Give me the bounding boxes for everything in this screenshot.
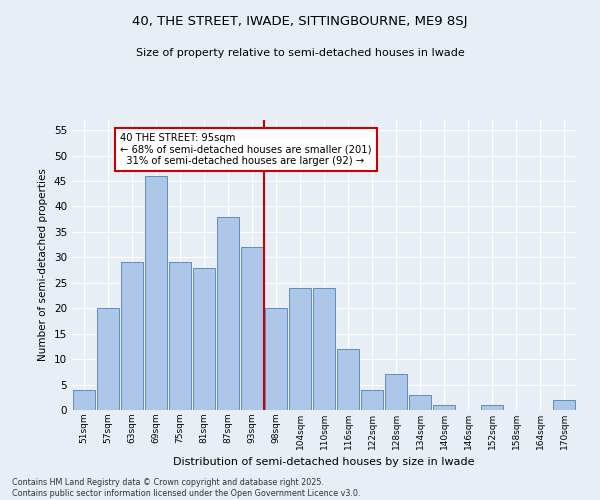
Bar (217, 216, 239, 410)
Bar (433, 405, 455, 410)
Bar (241, 247, 263, 410)
Bar (265, 308, 287, 410)
Bar (385, 374, 407, 410)
Text: Contains HM Land Registry data © Crown copyright and database right 2025.
Contai: Contains HM Land Registry data © Crown c… (12, 478, 361, 498)
Bar (145, 176, 167, 410)
Bar (337, 349, 359, 410)
Bar (169, 262, 191, 410)
X-axis label: Distribution of semi-detached houses by size in Iwade: Distribution of semi-detached houses by … (173, 458, 475, 468)
Bar (313, 288, 335, 410)
Bar (73, 390, 95, 410)
Bar (481, 405, 503, 410)
Bar (553, 400, 575, 410)
Bar (121, 262, 143, 410)
Bar (289, 288, 311, 410)
Text: Size of property relative to semi-detached houses in Iwade: Size of property relative to semi-detach… (136, 48, 464, 58)
Text: 40 THE STREET: 95sqm
← 68% of semi-detached houses are smaller (201)
  31% of se: 40 THE STREET: 95sqm ← 68% of semi-detac… (120, 132, 371, 166)
Bar (193, 268, 215, 410)
Bar (361, 390, 383, 410)
Bar (97, 308, 119, 410)
Text: 40, THE STREET, IWADE, SITTINGBOURNE, ME9 8SJ: 40, THE STREET, IWADE, SITTINGBOURNE, ME… (132, 15, 468, 28)
Bar (409, 394, 431, 410)
Y-axis label: Number of semi-detached properties: Number of semi-detached properties (38, 168, 49, 362)
